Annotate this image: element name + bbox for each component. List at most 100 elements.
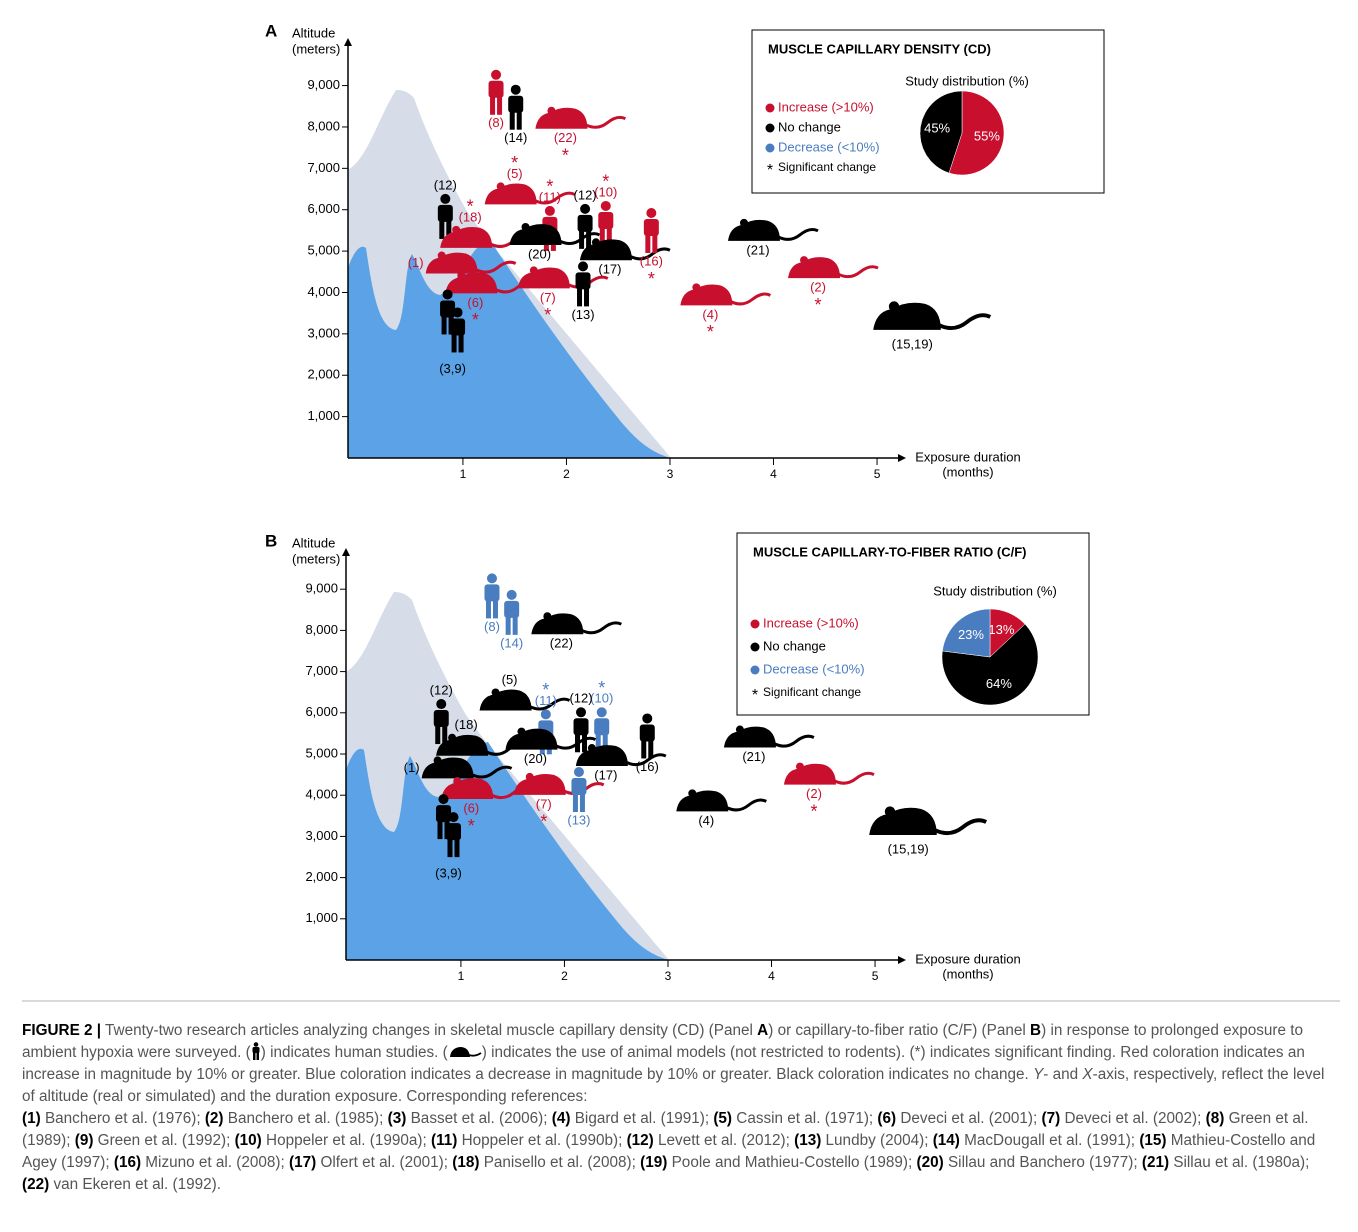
significance-mark: * [472,310,479,330]
reference: (10) Hoppeler et al. (1990a); [235,1132,431,1149]
pie-title: Study distribution (%) [933,583,1057,598]
study-marker [680,283,770,305]
legend-label: No change [778,119,841,134]
animal-body [680,284,732,305]
x-axis-label: Exposure duration [915,951,1021,966]
y-axis-label: Altitude [292,25,335,40]
study-marker [535,107,625,129]
study-marker [518,266,608,288]
human-body [508,96,523,113]
legend-dot [751,666,760,675]
human-leg [573,793,578,812]
reference-number: (2) [205,1110,224,1127]
significance-mark: * [511,153,518,173]
human-head [580,204,590,214]
reference: (21) Sillau et al. (1980a); [1142,1154,1310,1171]
human-leg [577,287,582,306]
human-head [443,289,453,299]
animal-body [535,108,587,129]
significance-mark: * [542,680,549,700]
significance-mark: * [546,177,553,197]
animal-ear [457,271,465,279]
study-label: (4) [702,307,718,322]
reference-text: Bigard et al. (1991); [575,1110,709,1127]
x-tick-label: 2 [563,467,570,481]
study-label: (12) [434,177,457,192]
study-label: (21) [742,749,765,764]
human-head [487,573,497,583]
y-tick-label: 2,000 [307,367,340,382]
x-tick-label: 2 [561,969,568,983]
significance-mark: * [562,145,569,165]
x-tick-label: 5 [874,467,881,481]
study-marker [640,713,655,758]
reference: (16) Mizuno et al. (2008); [114,1154,289,1171]
study-label: (15,19) [888,841,929,856]
y-tick-label: 9,000 [307,77,340,92]
study-marker [728,219,818,241]
reference-text: Hoppeler et al. (1990a); [266,1132,427,1149]
y-tick-label: 8,000 [305,622,338,637]
animal-ear [517,728,525,736]
animal-ear [547,107,555,115]
caption: FIGURE 2 | Twenty-two research articles … [22,1000,1340,1196]
reference: (2) Banchero et al. (1985); [205,1110,388,1127]
animal-ear [452,226,460,234]
legend-dot [766,124,775,133]
x-axis-label: (months) [942,464,993,479]
human-leg [580,793,585,812]
human-body [640,724,655,741]
reference-text: Olfert et al. (2001); [320,1154,448,1171]
animal-tail [730,294,770,304]
human-head [448,812,458,822]
human-leg [506,616,511,635]
significance-mark: * [810,801,817,821]
study-label: (1) [408,255,424,270]
legend-significance-label: Significant change [778,160,876,174]
animal-body [873,303,941,330]
caption-bold: B [1030,1022,1041,1039]
reference: (11) Hoppeler et al. (1990b); [431,1132,627,1149]
animal-body [518,268,570,289]
pie-value-label: 55% [974,128,1000,143]
reference-number: (20) [917,1154,944,1171]
reference-text: Levett et al. (2012); [658,1132,790,1149]
human-leg [459,333,464,352]
x-axis-label: Exposure duration [915,449,1021,464]
significance-mark: * [648,269,655,289]
reference-number: (17) [289,1154,316,1171]
study-label: (22) [554,130,577,145]
animal-ear [448,734,456,742]
legend-dot [766,144,775,153]
caption-text: - and [1043,1066,1082,1083]
y-tick-label: 8,000 [307,118,340,133]
y-tick-label: 1,000 [305,910,338,925]
y-tick-label: 5,000 [307,243,340,258]
study-marker [508,85,523,130]
legend-significance-mark: * [767,162,773,179]
reference: (14) MacDougall et al. (1991); [933,1132,1140,1149]
pie-value-label: 23% [958,627,984,642]
study-marker [576,261,591,306]
human-leg [447,838,452,857]
animal-ear [800,256,808,264]
animal-ear [492,688,500,696]
reference-number: (6) [877,1110,896,1127]
animal-tail [778,229,818,239]
animal-ear [796,763,804,771]
y-tick-label: 4,000 [307,284,340,299]
reference: (6) Deveci et al. (2001); [877,1110,1041,1127]
animal-tail [934,820,986,833]
animal-tail [726,800,766,810]
reference-text: MacDougall et al. (1991); [964,1132,1135,1149]
study-marker [571,767,586,812]
reference: (12) Levett et al. (2012); [627,1132,795,1149]
reference-text: Deveci et al. (2001); [900,1110,1037,1127]
reference-number: (18) [452,1154,479,1171]
study-label: (8) [484,619,500,634]
significance-mark: * [707,322,714,342]
animal-body [724,727,776,748]
panel-label: A [265,21,277,40]
reference-text: Banchero et al. (1976); [45,1110,201,1127]
human-icon [251,1042,261,1060]
